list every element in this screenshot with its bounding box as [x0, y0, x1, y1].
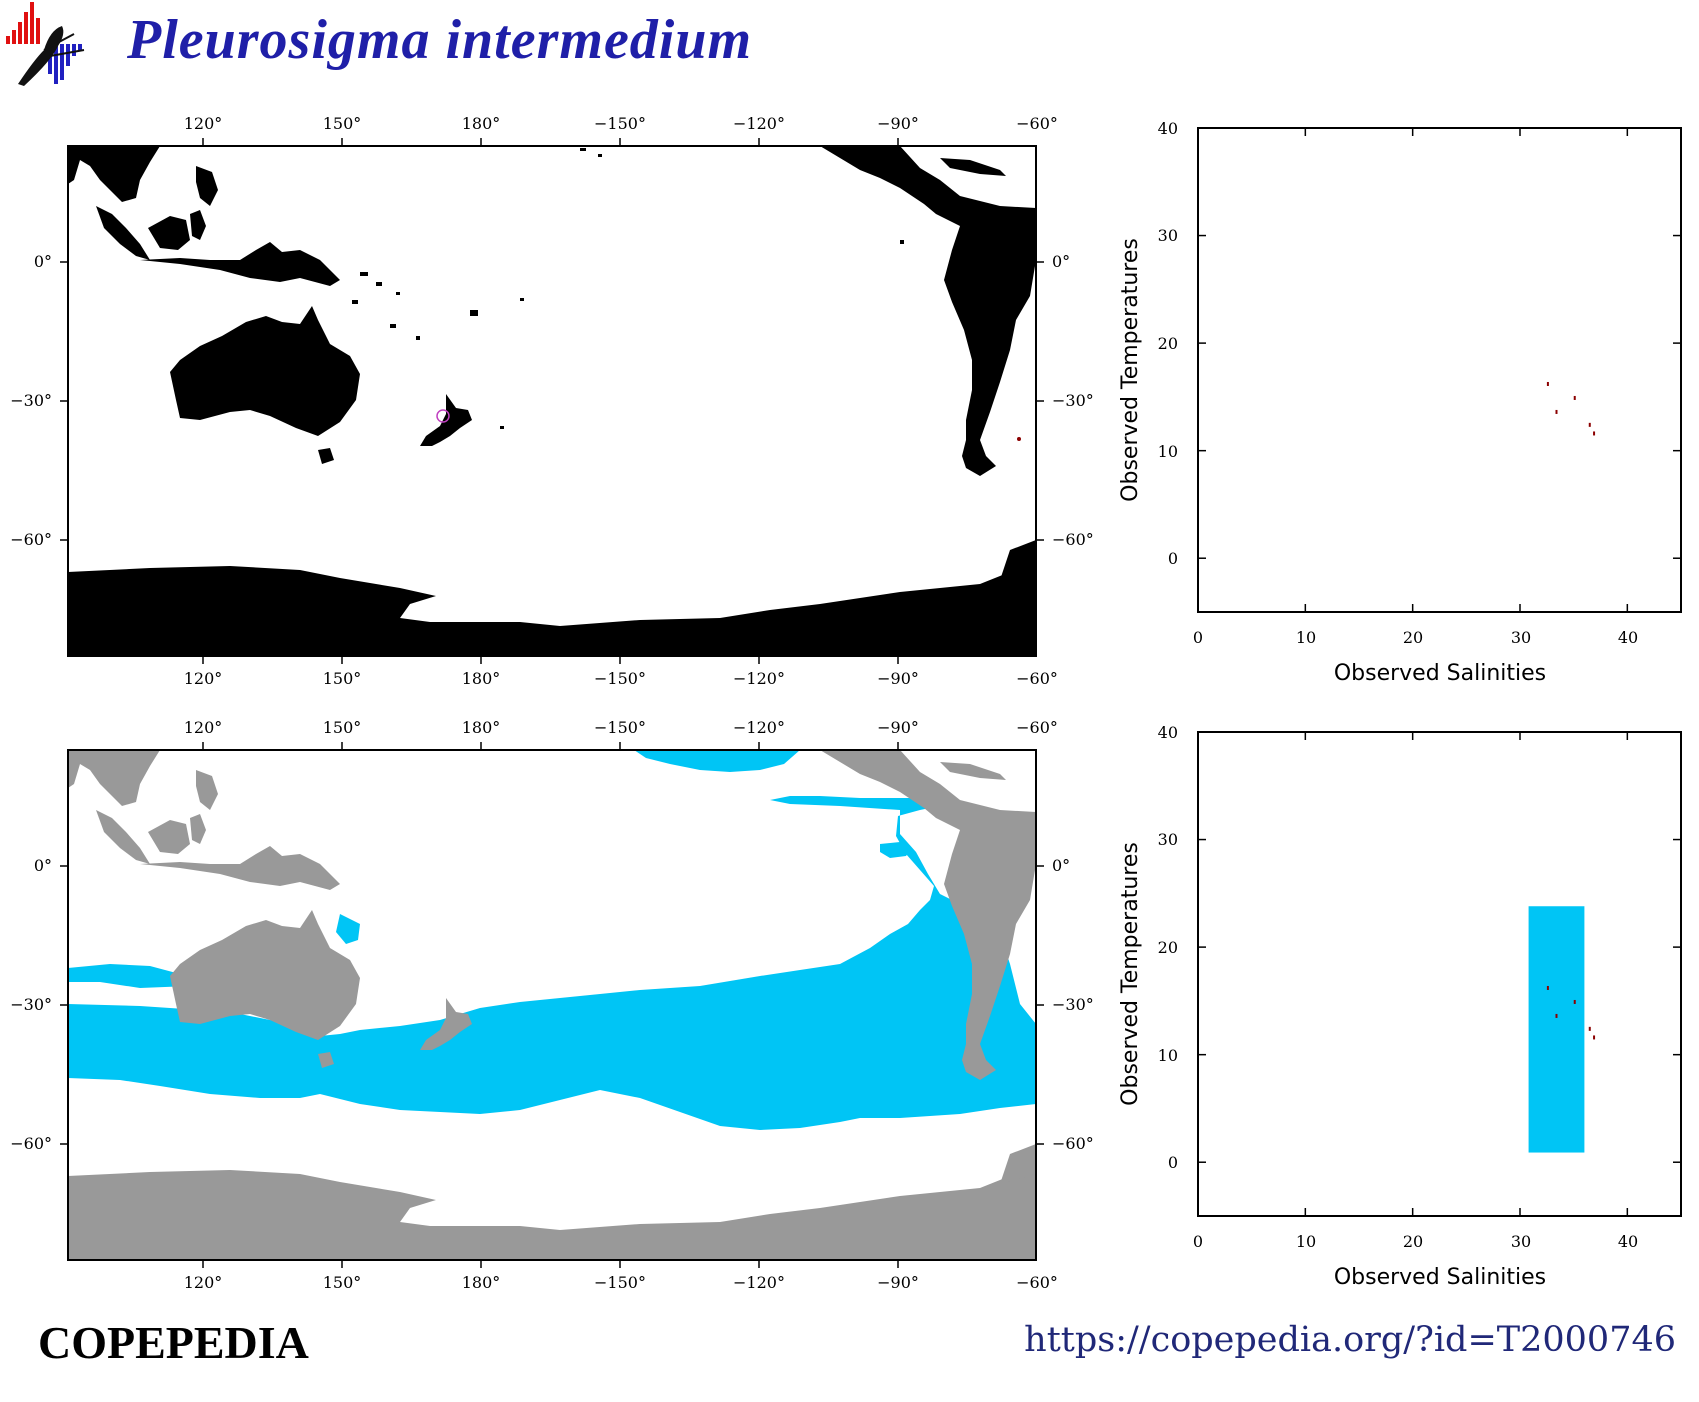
lat-label: 0° — [34, 856, 52, 875]
ts-data-point — [1555, 409, 1558, 414]
lat-label: −60° — [10, 1134, 52, 1153]
x-tick: 30 — [1511, 628, 1531, 647]
x-tick: 30 — [1511, 1232, 1531, 1251]
ts-plot-top: 0 10 20 30 40 0 10 20 30 40 Observed Sal… — [1118, 119, 1682, 686]
page-title: Pleurosigma intermedium — [127, 9, 753, 71]
lon-label: 180° — [462, 114, 501, 133]
lon-label: 120° — [184, 718, 223, 737]
lon-label: 150° — [323, 1273, 362, 1292]
copepedia-logo-icon — [6, 2, 85, 86]
ts-data-point — [1573, 999, 1576, 1004]
ts-data-point — [1588, 422, 1591, 427]
lon-label: 180° — [462, 718, 501, 737]
brand-name: COPEPEDIA — [38, 1317, 309, 1368]
x-axis-label: Observed Salinities — [1334, 661, 1546, 686]
lat-label: −30° — [10, 995, 52, 1014]
lat-label: 0° — [1052, 856, 1070, 875]
lat-label: −30° — [1052, 391, 1094, 410]
lat-label: −60° — [1052, 1134, 1094, 1153]
lon-label: −120° — [733, 114, 785, 133]
ts-data-point — [1546, 381, 1549, 386]
lon-label: −150° — [594, 718, 646, 737]
x-tick: 10 — [1296, 628, 1316, 647]
lon-label: −60° — [1016, 1273, 1058, 1292]
lon-label: −90° — [877, 1273, 919, 1292]
lat-label: 0° — [1052, 252, 1070, 271]
y-tick: 30 — [1158, 226, 1178, 245]
lon-label: 150° — [323, 718, 362, 737]
occurrence-map: 120° 150° 180° −150° −120° −90° −60° 120… — [10, 114, 1094, 688]
lon-label: 120° — [184, 669, 223, 688]
species-url-link[interactable]: https://copepedia.org/?id=T2000746 — [1024, 1320, 1676, 1360]
lon-label: 150° — [323, 114, 362, 133]
lon-label: −90° — [877, 718, 919, 737]
occurrence-marker — [436, 409, 450, 423]
ts-plot-bottom: 0 10 20 30 40 0 10 20 30 40 Observed Sal… — [1118, 723, 1682, 1290]
lon-label: −150° — [594, 1273, 646, 1292]
y-tick: 0 — [1168, 549, 1178, 568]
y-tick: 0 — [1168, 1153, 1178, 1172]
lat-label: −30° — [10, 391, 52, 410]
lat-label: 0° — [34, 252, 52, 271]
lon-label: 120° — [184, 114, 223, 133]
ts-data-point — [1555, 1013, 1558, 1018]
y-tick: 30 — [1158, 830, 1178, 849]
x-tick: 20 — [1403, 628, 1423, 647]
lon-label: −120° — [733, 1273, 785, 1292]
lon-label: −150° — [594, 669, 646, 688]
y-tick: 40 — [1158, 723, 1178, 742]
lat-label: −30° — [1052, 995, 1094, 1014]
lon-label: −60° — [1016, 718, 1058, 737]
occurrence-marker — [1017, 437, 1021, 441]
lat-label: −60° — [1052, 530, 1094, 549]
y-tick: 40 — [1158, 119, 1178, 138]
y-tick: 10 — [1158, 442, 1178, 461]
ts-data-point — [1588, 1026, 1591, 1031]
lon-label: −60° — [1016, 669, 1058, 688]
lon-label: 180° — [462, 1273, 501, 1292]
x-tick: 40 — [1618, 1232, 1638, 1251]
lon-label: −150° — [594, 114, 646, 133]
habitat-map: 120° 150° 180° −150° −120° −90° −60° 120… — [10, 718, 1094, 1292]
x-tick: 40 — [1618, 628, 1638, 647]
lon-label: −90° — [877, 669, 919, 688]
lat-label: −60° — [10, 530, 52, 549]
habitat-range-box — [1528, 906, 1585, 1153]
x-tick: 20 — [1403, 1232, 1423, 1251]
lon-label: 150° — [323, 669, 362, 688]
ts-data-point — [1593, 431, 1596, 436]
y-tick: 10 — [1158, 1046, 1178, 1065]
x-axis-label: Observed Salinities — [1334, 1265, 1546, 1290]
ts-data-point — [1593, 1035, 1596, 1040]
y-tick: 20 — [1158, 938, 1178, 957]
lon-label: −120° — [733, 669, 785, 688]
lon-label: 120° — [184, 1273, 223, 1292]
y-axis-label: Observed Temperatures — [1118, 238, 1143, 502]
x-tick: 0 — [1193, 628, 1203, 647]
lon-label: −90° — [877, 114, 919, 133]
x-tick: 10 — [1296, 1232, 1316, 1251]
y-axis-label: Observed Temperatures — [1118, 842, 1143, 1106]
ts-data-point — [1573, 395, 1576, 400]
y-tick: 20 — [1158, 334, 1178, 353]
x-tick: 0 — [1193, 1232, 1203, 1251]
lon-label: 180° — [462, 669, 501, 688]
ts-data-point — [1546, 985, 1549, 990]
lon-label: −120° — [733, 718, 785, 737]
lon-label: −60° — [1016, 114, 1058, 133]
